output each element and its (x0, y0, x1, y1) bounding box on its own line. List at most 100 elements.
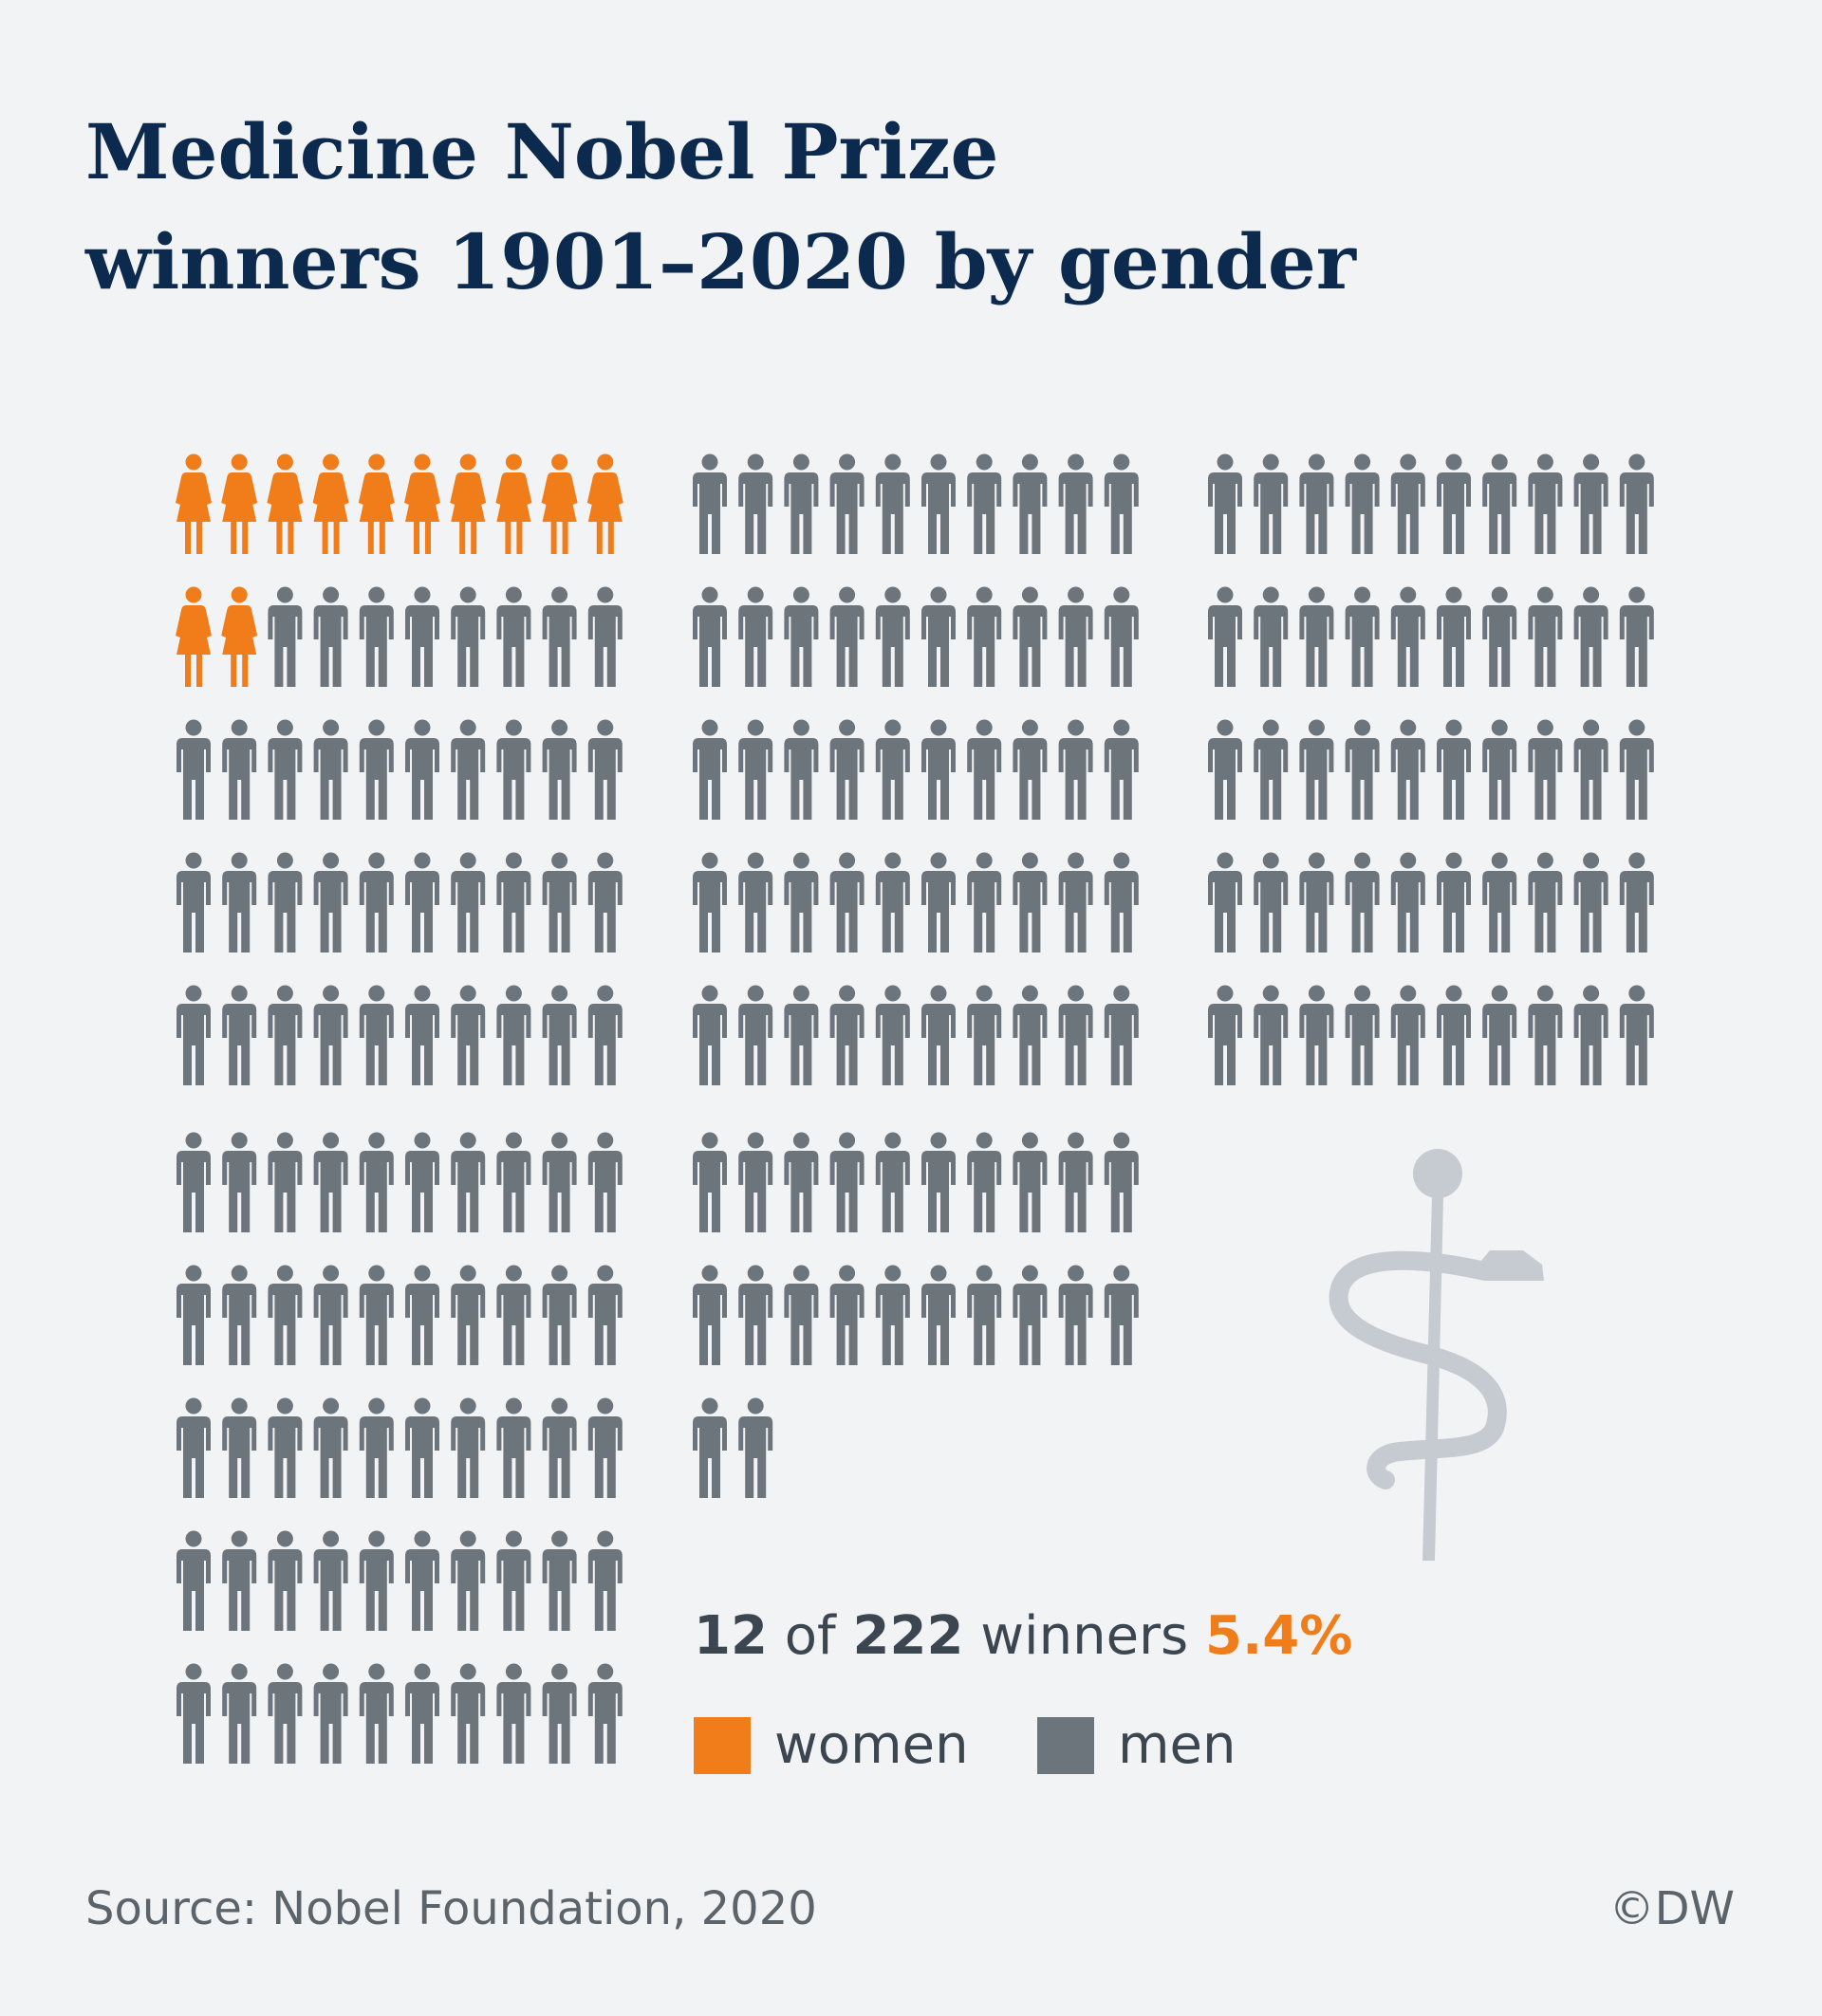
man-icon (177, 1265, 211, 1365)
man-icon (1104, 985, 1139, 1085)
man-icon (1058, 453, 1093, 554)
man-icon (222, 1397, 257, 1498)
women-count: 12 (694, 1605, 768, 1667)
man-icon (1573, 985, 1608, 1085)
man-icon (1573, 719, 1608, 820)
man-icon (967, 453, 1002, 554)
man-icon (496, 719, 531, 820)
man-icon (1299, 586, 1334, 687)
man-icon (451, 1397, 486, 1498)
man-icon (1058, 586, 1093, 687)
man-icon (1437, 719, 1471, 820)
man-icon (1013, 1132, 1048, 1232)
man-icon (1345, 719, 1380, 820)
man-icon (1573, 453, 1608, 554)
man-icon (496, 985, 531, 1085)
man-icon (1390, 586, 1425, 687)
man-icon (587, 985, 623, 1085)
man-icon (359, 985, 394, 1085)
man-icon (693, 453, 727, 554)
man-icon (587, 719, 623, 820)
man-icon (1013, 719, 1048, 820)
man-icon (1390, 985, 1425, 1085)
man-icon (451, 719, 486, 820)
man-icon (1208, 985, 1242, 1085)
man-icon (222, 1663, 257, 1764)
man-icon (313, 719, 348, 820)
man-icon (967, 719, 1002, 820)
man-icon (542, 1663, 577, 1764)
man-icon (1390, 453, 1425, 554)
man-icon (313, 1397, 348, 1498)
source-note: Source: Nobel Foundation, 2020 (85, 1882, 817, 1935)
man-icon (268, 1265, 303, 1365)
women-percentage: 5.4% (1205, 1605, 1353, 1667)
summary-winners: winners (963, 1605, 1206, 1667)
man-icon (496, 1663, 531, 1764)
man-icon (1619, 453, 1654, 554)
chart-title: Medicine Nobel Prize winners 1901–2020 b… (85, 97, 1604, 317)
man-icon (829, 453, 865, 554)
man-icon (587, 1265, 623, 1365)
man-icon (738, 1265, 773, 1365)
man-icon (1058, 852, 1093, 953)
man-icon (1058, 719, 1093, 820)
man-icon (921, 453, 956, 554)
man-icon (1208, 586, 1242, 687)
man-icon (829, 719, 865, 820)
man-icon (1299, 985, 1334, 1085)
man-icon (738, 1132, 773, 1232)
man-icon (1254, 985, 1289, 1085)
man-icon (1104, 852, 1139, 953)
man-icon (738, 852, 773, 953)
man-icon (1208, 719, 1242, 820)
woman-icon (267, 453, 304, 554)
summary-text: 12 of 222 winners 5.4% (694, 1602, 1352, 1671)
man-icon (496, 1397, 531, 1498)
man-icon (451, 586, 486, 687)
man-icon (359, 1530, 394, 1631)
man-icon (359, 586, 394, 687)
man-icon (1528, 586, 1563, 687)
man-icon (313, 1265, 348, 1365)
man-icon (542, 1265, 577, 1365)
man-icon (1254, 719, 1289, 820)
man-icon (1345, 852, 1380, 953)
rod-of-asclepius-icon (1329, 1149, 1544, 1561)
man-icon (693, 1132, 727, 1232)
man-icon (1619, 985, 1654, 1085)
man-icon (784, 719, 819, 820)
man-icon (1254, 453, 1289, 554)
man-icon (1104, 1132, 1139, 1232)
man-icon (496, 586, 531, 687)
man-icon (451, 985, 486, 1085)
man-icon (784, 985, 819, 1085)
man-icon (177, 852, 211, 953)
chart-title-line-2: winners 1901–2020 by gender (85, 217, 1356, 306)
man-icon (738, 453, 773, 554)
man-icon (1528, 719, 1563, 820)
man-icon (405, 1265, 439, 1365)
man-icon (313, 852, 348, 953)
man-icon (693, 719, 727, 820)
man-icon (693, 586, 727, 687)
man-icon (451, 1132, 486, 1232)
man-icon (542, 985, 577, 1085)
man-icon (1013, 586, 1048, 687)
man-icon (405, 985, 439, 1085)
man-icon (405, 1663, 439, 1764)
man-icon (784, 852, 819, 953)
man-icon (1208, 852, 1242, 953)
man-icon (313, 1530, 348, 1631)
man-icon (268, 1132, 303, 1232)
man-icon (222, 985, 257, 1085)
man-icon (1482, 453, 1517, 554)
man-icon (313, 1132, 348, 1232)
man-icon (587, 852, 623, 953)
woman-icon (312, 453, 349, 554)
man-icon (1528, 852, 1563, 953)
man-icon (921, 1265, 956, 1365)
man-icon (1299, 453, 1334, 554)
man-icon (921, 852, 956, 953)
man-icon (875, 719, 910, 820)
